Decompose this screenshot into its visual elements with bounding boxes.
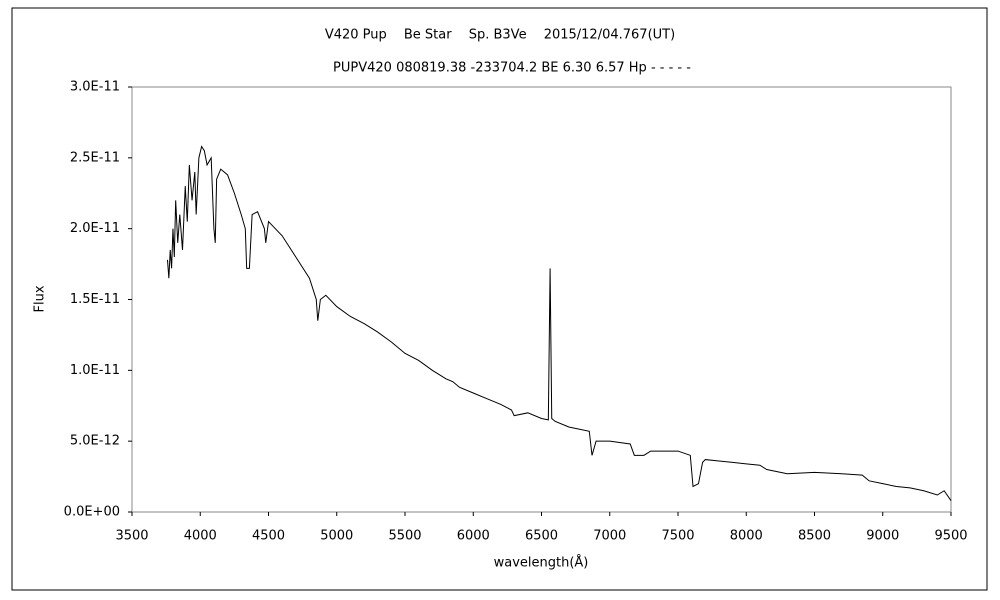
chart-title: V420 Pup Be Star Sp. B3Ve 2015/12/04.767… xyxy=(325,28,675,43)
x-tick-label: 6500 xyxy=(525,529,558,544)
x-tick-label: 5500 xyxy=(388,529,421,544)
frame xyxy=(11,7,988,591)
x-tick-label: 7000 xyxy=(593,529,626,544)
y-tick-label: 2.5E-11 xyxy=(70,150,120,165)
x-tick-label: 9000 xyxy=(866,529,899,544)
x-tick-label: 8500 xyxy=(798,529,831,544)
plot-area xyxy=(131,86,952,513)
x-tick-label: 9500 xyxy=(934,529,967,544)
x-tick-label: 7500 xyxy=(661,529,694,544)
y-tick-label: 1.5E-11 xyxy=(70,292,120,307)
y-tick-label: 0.0E+00 xyxy=(64,505,120,520)
y-tick-label: 2.0E-11 xyxy=(70,221,120,236)
y-tick-label: 1.0E-11 xyxy=(70,363,120,378)
x-axis-label: wavelength(Å) xyxy=(494,555,589,571)
spectrum-line xyxy=(166,145,952,501)
x-tick-label: 8000 xyxy=(730,529,763,544)
x-tick-label: 6000 xyxy=(457,529,490,544)
y-axis-label: Flux xyxy=(33,285,48,312)
x-tick-label: 4500 xyxy=(252,529,285,544)
x-tick-label: 5000 xyxy=(320,529,353,544)
chart-subtitle: PUPV420 080819.38 -233704.2 BE 6.30 6.57… xyxy=(333,61,691,76)
y-tick-label: 3.0E-11 xyxy=(70,80,120,95)
x-tick-label: 4000 xyxy=(184,529,217,544)
y-tick-label: 5.0E-12 xyxy=(70,434,120,449)
x-tick-label: 3500 xyxy=(115,529,148,544)
